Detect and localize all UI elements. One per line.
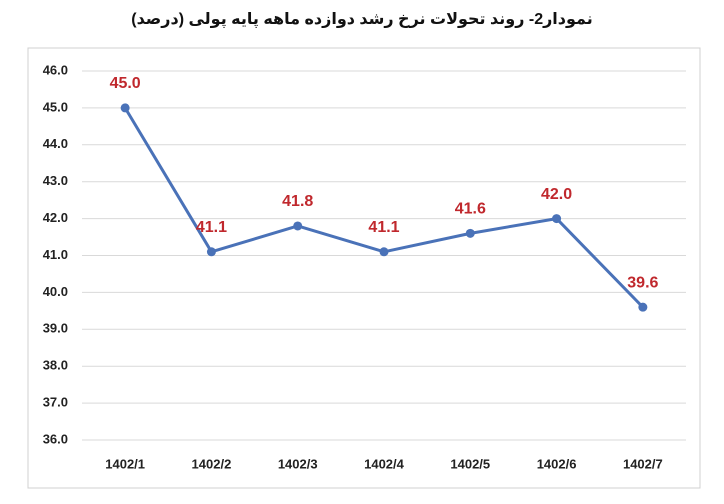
data-point	[552, 214, 562, 224]
x-tick-label: 1402/2	[192, 456, 232, 471]
data-point	[206, 247, 216, 257]
x-tick-label: 1402/3	[278, 456, 318, 471]
data-label: 41.1	[196, 219, 227, 236]
chart-title: نمودار2- روند تحولات نرخ رشد دوازده ماهه…	[131, 11, 593, 29]
chart-frame	[27, 47, 701, 489]
data-point	[293, 221, 303, 231]
data-label: 39.6	[627, 274, 658, 291]
y-tick-label: 42.0	[43, 210, 68, 225]
y-tick-label: 37.0	[43, 395, 68, 410]
data-label: 45.0	[110, 75, 141, 92]
y-tick-label: 36.0	[43, 431, 68, 446]
y-tick-label: 46.0	[43, 62, 68, 77]
x-tick-label: 1402/6	[537, 456, 577, 471]
x-tick-label: 1402/5	[450, 456, 490, 471]
x-tick-label: 1402/1	[105, 456, 145, 471]
data-point	[465, 228, 475, 238]
x-tick-label: 1402/7	[623, 456, 663, 471]
y-tick-label: 44.0	[43, 136, 68, 151]
data-label: 41.1	[368, 219, 399, 236]
x-tick-label: 1402/4	[364, 456, 405, 471]
y-tick-label: 39.0	[43, 321, 68, 336]
data-label: 42.0	[541, 186, 572, 203]
y-tick-label: 45.0	[43, 99, 68, 114]
y-tick-label: 43.0	[43, 173, 68, 188]
data-label: 41.6	[455, 201, 486, 218]
y-tick-label: 40.0	[43, 284, 68, 299]
y-tick-label: 38.0	[43, 358, 68, 373]
data-point	[379, 247, 389, 257]
data-point	[120, 103, 130, 113]
data-label: 41.8	[282, 193, 313, 210]
y-tick-label: 41.0	[43, 247, 68, 262]
data-point	[638, 302, 648, 312]
